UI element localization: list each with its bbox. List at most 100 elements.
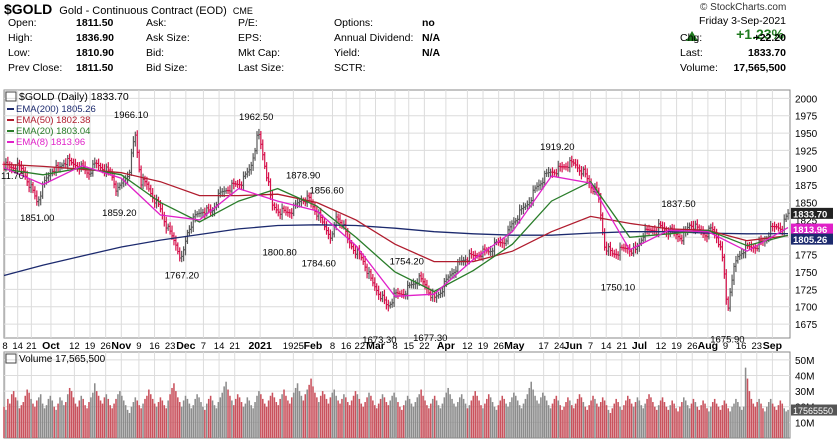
volume-bar — [319, 395, 322, 438]
volume-bar — [572, 408, 575, 438]
quote-label-pe: P/E: — [238, 17, 258, 29]
volume-bar — [752, 403, 755, 438]
volume-bar — [711, 402, 714, 438]
volume-bar — [503, 398, 505, 438]
volume-bar — [178, 402, 181, 438]
volume-bar — [163, 405, 166, 438]
volume-bar — [731, 406, 733, 438]
volume-bar — [511, 397, 513, 438]
volume-bar — [744, 367, 747, 438]
volume-tick-label: 50M — [795, 356, 814, 367]
x-tick-label: 19 — [671, 341, 682, 352]
x-tick-label: 9 — [136, 341, 141, 352]
volume-bar — [57, 403, 59, 438]
volume-tick-label: 40M — [795, 371, 814, 382]
volume-bar — [727, 408, 729, 438]
volume-bar — [447, 387, 449, 438]
volume-bar — [287, 400, 289, 438]
volume-bar — [375, 408, 378, 438]
volume-bar — [665, 406, 668, 438]
volume-bar — [290, 397, 293, 438]
volume-bar — [24, 395, 27, 438]
volume-bar — [764, 411, 766, 438]
volume-bar — [136, 400, 139, 438]
x-tick-label: 14 — [214, 341, 225, 352]
volume-bar — [318, 402, 320, 438]
volume-bar — [725, 403, 728, 438]
quote-label-last: Last: — [680, 47, 703, 59]
volume-bar — [389, 400, 392, 438]
volume-bar — [215, 408, 218, 438]
volume-bar — [399, 406, 401, 438]
volume-bar — [335, 395, 337, 438]
volume-bar — [151, 398, 154, 438]
volume-bar — [385, 402, 388, 438]
volume-bar — [514, 395, 517, 438]
volume-bar — [553, 398, 556, 438]
volume-bar — [119, 391, 121, 438]
volume-bar — [576, 398, 579, 438]
volume-bar — [603, 400, 606, 438]
ema200-line — [3, 224, 789, 277]
volume-bar — [636, 397, 639, 438]
volume-bar — [534, 395, 536, 438]
volume-bar — [294, 387, 297, 438]
x-tick-label: 23 — [165, 341, 176, 352]
volume-bar — [32, 403, 34, 438]
swing-annotation: 1856.60 — [309, 186, 343, 197]
quote-value-volume: 17,565,500 — [733, 62, 786, 74]
volume-bar — [754, 406, 757, 438]
volume-bar — [779, 400, 782, 438]
volume-bar — [374, 405, 376, 438]
price-tick-label: 1875 — [795, 181, 818, 192]
volume-bar — [607, 409, 610, 438]
volume-bar — [68, 387, 71, 438]
volume-bar — [669, 405, 672, 438]
legend-item: EMA(50) 1802.38 — [16, 115, 90, 126]
volume-bar — [92, 392, 94, 438]
x-tick-label: 1925 — [283, 341, 304, 352]
volume-bar — [428, 408, 430, 438]
volume-bar — [619, 406, 621, 438]
volume-bar — [692, 398, 695, 438]
volume-bar — [51, 400, 54, 438]
volume-bar — [184, 395, 187, 438]
volume-bar — [476, 395, 478, 438]
volume-bar — [704, 403, 706, 438]
swing-annotation: 1859.20 — [102, 208, 136, 219]
volume-bar — [372, 400, 374, 438]
volume-bar — [306, 389, 308, 438]
volume-bar — [648, 394, 650, 438]
volume-bar — [640, 405, 643, 438]
volume-bar — [433, 395, 436, 438]
quote-date-text: Friday 3-Sep-2021 — [699, 15, 786, 27]
volume-icon — [5, 353, 17, 364]
volume-bar — [646, 398, 648, 438]
volume-bar — [76, 406, 79, 438]
volume-bar — [194, 398, 196, 438]
volume-bar — [773, 406, 776, 438]
volume-bar — [65, 402, 67, 438]
x-tick-label: 26 — [687, 341, 698, 352]
quote-value-options: no — [422, 17, 435, 29]
volume-bar — [352, 395, 355, 438]
quote-value-last: 1833.70 — [748, 47, 786, 59]
volume-bar — [49, 395, 52, 438]
volume-bar — [655, 409, 658, 438]
volume-bar — [16, 400, 19, 438]
volume-bar — [209, 395, 212, 438]
x-tick-label: 8 — [2, 341, 7, 352]
volume-bar — [578, 394, 581, 438]
price-marker-box — [791, 233, 833, 245]
volume-bar — [696, 406, 699, 438]
x-tick-label: 19 — [478, 341, 489, 352]
volume-bar — [482, 408, 484, 438]
volume-bar — [14, 397, 17, 438]
volume-bar — [310, 378, 312, 438]
volume-bar — [312, 386, 314, 438]
volume-bar — [617, 402, 619, 438]
volume-bar — [80, 395, 83, 438]
chart-icon — [5, 91, 17, 102]
x-tick-label: 9 — [723, 341, 728, 352]
volume-bar — [493, 406, 496, 438]
